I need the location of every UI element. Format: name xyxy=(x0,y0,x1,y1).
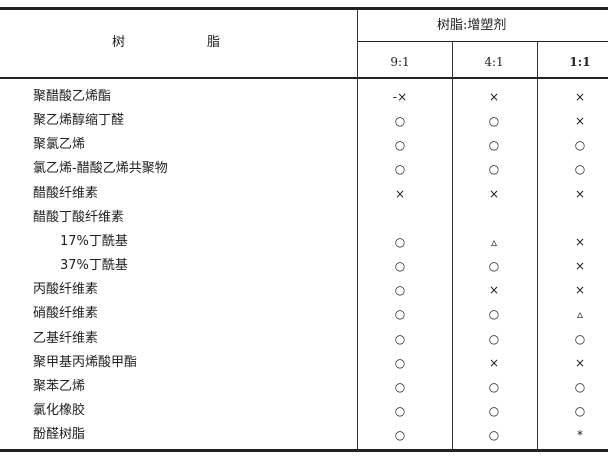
resin-name: 乙基纤维素 xyxy=(33,330,99,346)
resin-name: 聚醋酸乙烯酯 xyxy=(33,89,112,104)
compatibility-cell: × xyxy=(488,355,500,370)
compatibility-cell: ○ xyxy=(394,355,406,370)
compatibility-cell: ○ xyxy=(488,259,500,274)
resin-name: 17%丁酰基 xyxy=(60,233,128,249)
resin-name: 氯乙烯-醋酸乙烯共聚物 xyxy=(33,161,168,177)
header-bottom-rule xyxy=(0,77,608,79)
compatibility-cell: ○ xyxy=(574,138,586,153)
compatibility-cell: ○ xyxy=(394,234,406,249)
column-divider-resin xyxy=(357,10,358,450)
compatibility-cell: ○ xyxy=(394,403,406,418)
compatibility-cell: ○ xyxy=(394,138,406,153)
header-resin-right: 脂 xyxy=(207,35,221,50)
compatibility-cell: × xyxy=(488,90,500,104)
resin-name: 聚乙烯醇缩丁醛 xyxy=(33,113,125,129)
compatibility-cell: ○ xyxy=(488,162,500,177)
resin-name: 丙酸纤维素 xyxy=(33,282,99,298)
header-resin-left: 树 xyxy=(112,35,126,50)
header-ratio-4-1: 4:1 xyxy=(484,55,504,69)
header-ratio-9-1: 9:1 xyxy=(390,55,410,69)
compatibility-cell: ○ xyxy=(394,283,406,298)
resin-name: 硝酸纤维素 xyxy=(33,306,99,322)
compatibility-cell: ○ xyxy=(394,379,406,394)
resin-name: 醋酸丁酸纤维素 xyxy=(33,209,125,225)
header-ratio-group: 树脂:增塑剂 xyxy=(437,18,507,33)
compatibility-cell: ▵ xyxy=(576,307,584,322)
resin-name: 聚氯乙烯 xyxy=(33,137,86,153)
compatibility-cell: × xyxy=(488,283,500,298)
compatibility-cell: × xyxy=(574,283,586,298)
compatibility-cell: × xyxy=(574,355,586,370)
compatibility-cell: ○ xyxy=(394,331,406,346)
compatibility-cell: ○ xyxy=(574,403,586,418)
compatibility-cell: × xyxy=(574,259,586,274)
compatibility-cell: ○ xyxy=(488,379,500,394)
compatibility-cell: × xyxy=(574,90,586,104)
compatibility-cell: * xyxy=(577,428,583,443)
resin-name: 聚苯乙烯 xyxy=(33,378,86,394)
compatibility-cell: ○ xyxy=(488,307,500,322)
compatibility-cell: ○ xyxy=(488,331,500,346)
compatibility-cell: ○ xyxy=(574,162,586,177)
compatibility-cell: × xyxy=(488,186,500,201)
resin-name: 氯化橡胶 xyxy=(33,402,86,418)
resin-name: 酚醛树脂 xyxy=(33,427,86,443)
compatibility-cell: × xyxy=(574,234,586,249)
compatibility-cell: × xyxy=(394,186,406,201)
header-ratio-1-1: 1:1 xyxy=(569,55,591,69)
compatibility-cell: ○ xyxy=(574,331,586,346)
compatibility-cell: ○ xyxy=(394,259,406,274)
resin-name: 醋酸纤维素 xyxy=(33,185,99,201)
compatibility-cell: × xyxy=(574,186,586,201)
top-rule xyxy=(0,7,608,10)
column-divider-4-1 xyxy=(537,42,538,450)
compatibility-cell: ○ xyxy=(394,428,406,443)
compatibility-cell: -× xyxy=(392,90,408,104)
compatibility-cell: × xyxy=(574,114,586,129)
compatibility-cell: ○ xyxy=(394,307,406,322)
resin-name: 37%丁酰基 xyxy=(60,258,128,274)
compatibility-cell: ○ xyxy=(394,162,406,177)
compatibility-cell: ○ xyxy=(488,428,500,443)
bottom-rule xyxy=(0,449,608,452)
resin-name: 聚甲基丙烯酸甲酯 xyxy=(33,354,138,370)
compatibility-cell: ○ xyxy=(488,138,500,153)
compatibility-cell: ○ xyxy=(488,403,500,418)
compatibility-cell: ○ xyxy=(488,114,500,129)
compatibility-cell: ▵ xyxy=(490,234,498,249)
subheader-rule xyxy=(357,41,608,42)
column-divider-9-1 xyxy=(452,42,453,450)
compatibility-cell: ○ xyxy=(394,114,406,129)
compatibility-cell: ○ xyxy=(574,379,586,394)
